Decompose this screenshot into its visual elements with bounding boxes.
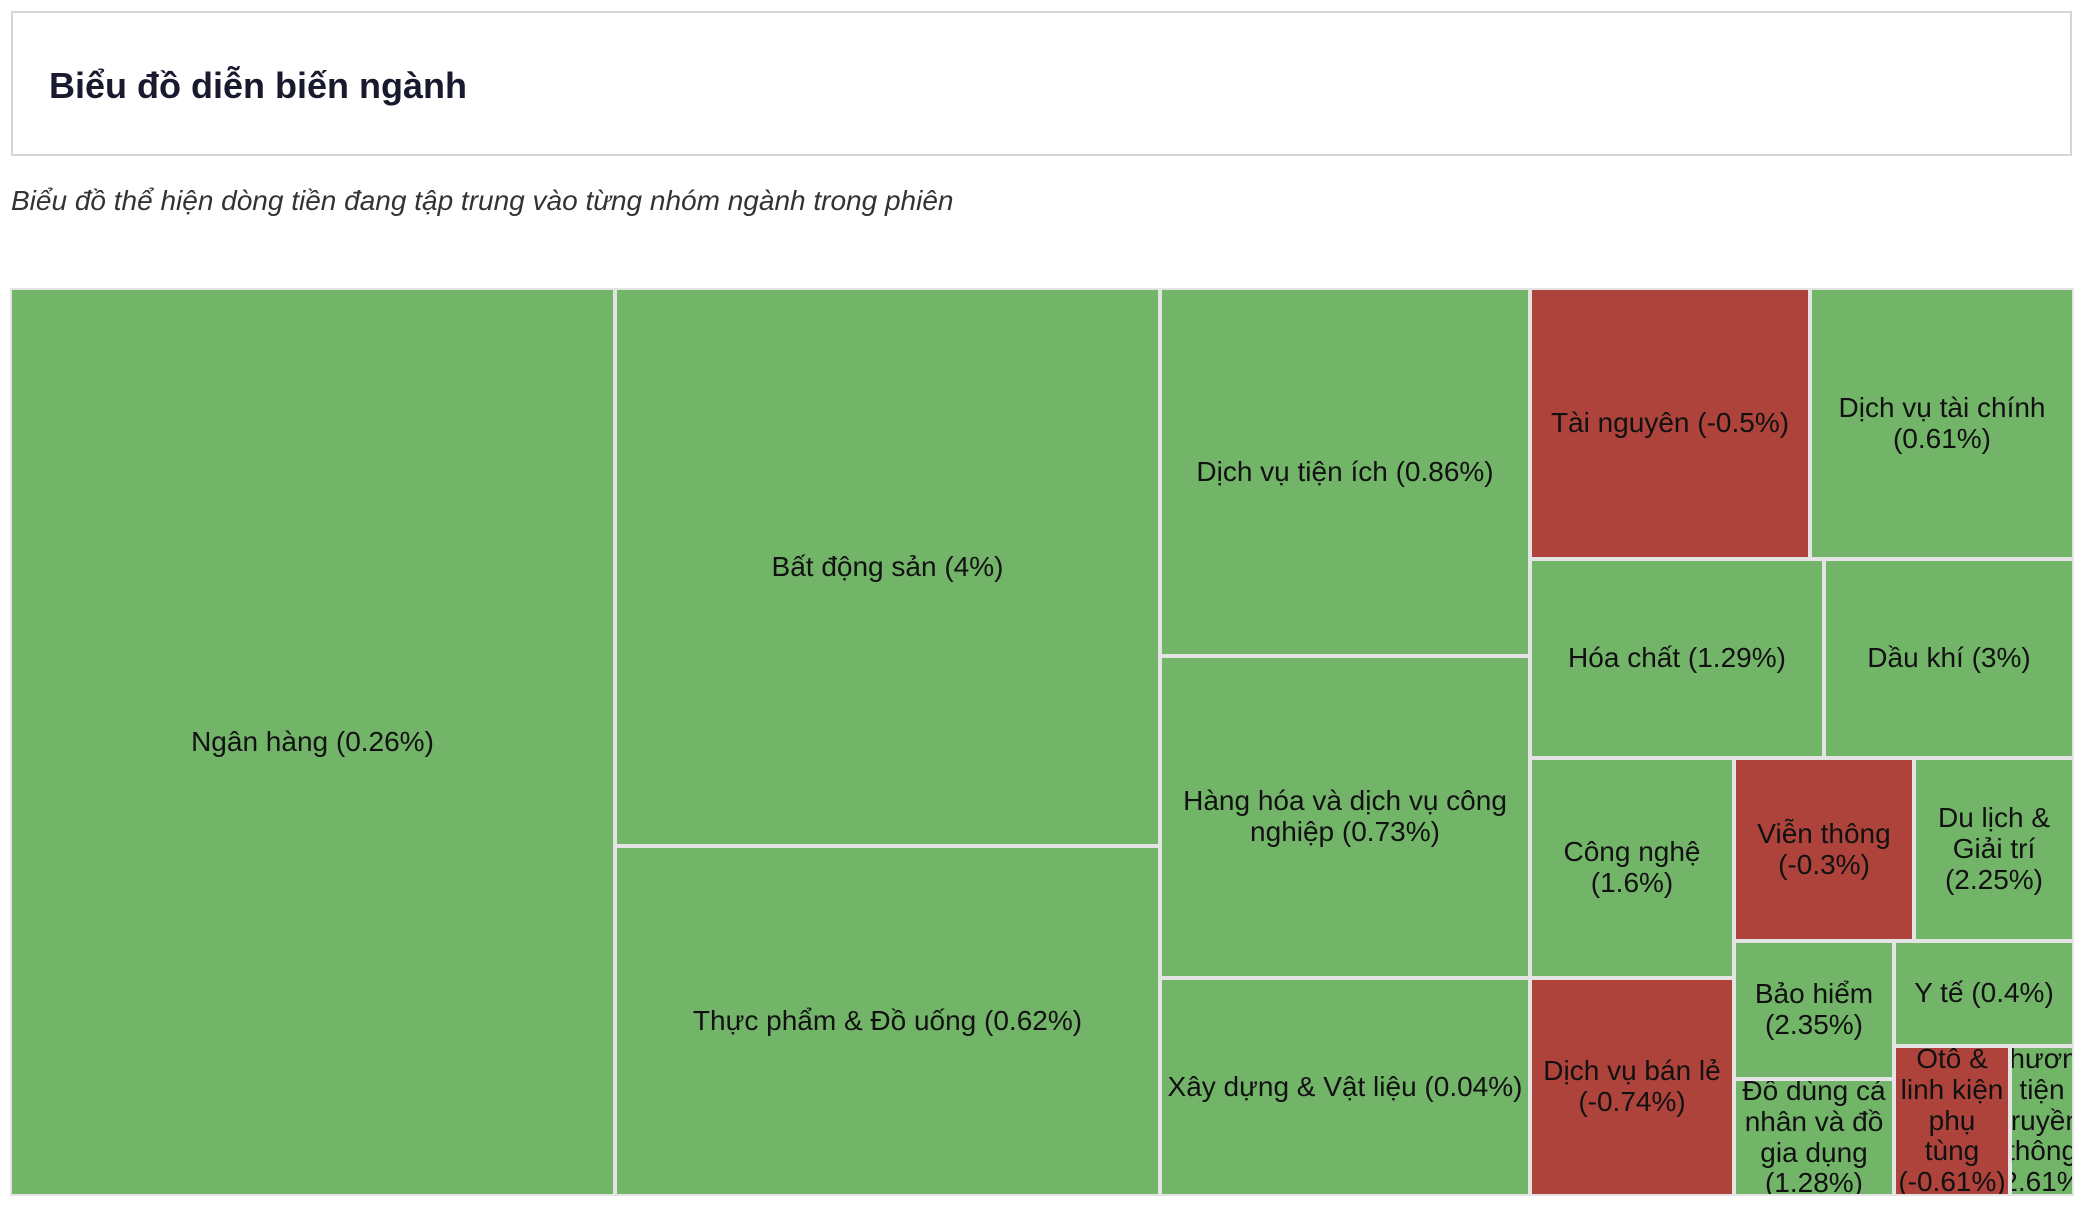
treemap-cell-label: Hàng hóa và dịch vụ công nghiệp (0.73%) [1183,785,1507,847]
treemap-cell[interactable]: Ngân hàng (0.26%) [10,288,615,1196]
sector-treemap: Ngân hàng (0.26%) Bất động sản (4%) Thực p… [10,288,2074,1196]
treemap-cell[interactable]: Hóa chất (1.29%) [1530,559,1824,758]
treemap-cell[interactable]: Dầu khí (3%) [1824,559,2074,758]
treemap-cell[interactable]: Đồ dùng cá nhân và đồ gia dụng (1.28%) [1734,1079,1894,1196]
treemap-cell[interactable]: Bất động sản (4%) [615,288,1160,846]
treemap-cell[interactable]: Du lịch & Giải trí (2.25%) [1914,758,2074,941]
treemap-cell-label: Dịch vụ bán lẻ (-0.74%) [1543,1055,1721,1117]
treemap-cell-label: Thực phẩm & Đồ uống (0.62%) [692,1004,1083,1036]
treemap-cell[interactable]: Tài nguyên (-0.5%) [1530,288,1810,559]
treemap-cell-label: Ôtô & linh kiện phụ tùng (-0.61%) [1898,1046,2006,1196]
chart-subtitle: Biểu đồ thể hiện dòng tiền đang tập trun… [11,185,954,216]
treemap-cell[interactable]: Viễn thông (-0.3%) [1734,758,1914,941]
treemap-cell[interactable]: Dịch vụ tài chính (0.61%) [1810,288,2074,559]
treemap-cell-label: Dầu khí (3%) [1867,642,2031,674]
treemap-cell-label: Bảo hiểm (2.35%) [1754,978,1874,1040]
treemap-cell-label: Y tế (0.4%) [1914,977,2054,1009]
treemap-cell-label: Bất động sản (4%) [771,550,1004,582]
treemap-cell[interactable]: Ôtô & linh kiện phụ tùng (-0.61%) [1894,1046,2010,1196]
treemap-cell-label: Ngân hàng (0.26%) [191,725,434,757]
treemap-cell-label: Đồ dùng cá nhân và đồ gia dụng (1.28%) [1742,1079,1886,1196]
treemap-cell-label: Du lịch & Giải trí (2.25%) [1937,802,2051,895]
treemap-cell[interactable]: Y tế (0.4%) [1894,941,2074,1046]
chart-header: Biểu đồ diễn biến ngành [11,11,2072,156]
treemap-cell-label: Dịch vụ tài chính (0.61%) [1838,391,2046,454]
treemap-cell[interactable]: Thực phẩm & Đồ uống (0.62%) [615,846,1160,1196]
treemap-cell[interactable]: Bảo hiểm (2.35%) [1734,941,1894,1079]
treemap-cell-label: Phương tiện truyền thông (2.61%) [2010,1046,2074,1196]
treemap-cell[interactable]: Dịch vụ tiện ích (0.86%) [1160,288,1530,656]
treemap-cell-label: Hóa chất (1.29%) [1568,642,1786,674]
treemap-cell[interactable]: Công nghệ (1.6%) [1530,758,1734,978]
treemap-cell-label: Công nghệ (1.6%) [1563,836,1701,898]
treemap-cell[interactable]: Phương tiện truyền thông (2.61%) [2010,1046,2074,1196]
treemap-cell-label: Tài nguyên (-0.5%) [1550,407,1790,439]
treemap-cell-label: Xây dựng & Vật liệu (0.04%) [1167,1070,1523,1102]
treemap-cell[interactable]: Xây dựng & Vật liệu (0.04%) [1160,978,1530,1196]
page-title: Biểu đồ diễn biến ngành [49,65,467,106]
treemap-cell-label: Viễn thông (-0.3%) [1757,817,1891,880]
treemap-cell-label: Dịch vụ tiện ích (0.86%) [1196,455,1494,487]
treemap-cell[interactable]: Dịch vụ bán lẻ (-0.74%) [1530,978,1734,1196]
treemap-cell[interactable]: Hàng hóa và dịch vụ công nghiệp (0.73%) [1160,656,1530,978]
